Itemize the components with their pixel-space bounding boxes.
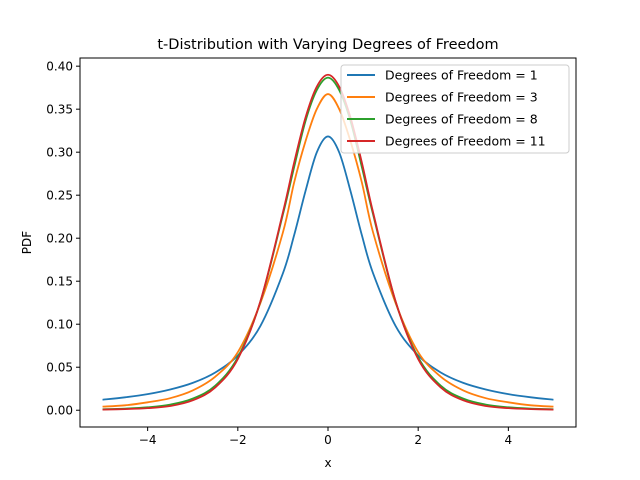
x-axis-label: x <box>324 456 331 470</box>
y-tick-label: 0.35 <box>46 102 73 116</box>
series-lines <box>102 73 554 411</box>
legend: Degrees of Freedom = 1 Degrees of Freedo… <box>340 64 570 154</box>
legend-label-df-3: Degrees of Freedom = 3 <box>385 90 538 105</box>
y-axis-ticks: 0.00 0.05 0.10 0.15 0.20 0.25 0.30 0.35 0.40 <box>46 59 80 418</box>
y-tick-label: 0.40 <box>46 59 73 73</box>
y-tick-label: 0.30 <box>46 145 73 159</box>
x-tick-label: −4 <box>139 433 157 447</box>
series-line-1 <box>102 93 554 408</box>
x-tick-label: −2 <box>229 433 247 447</box>
legend-label-df-1: Degrees of Freedom = 1 <box>385 68 538 83</box>
legend-box <box>340 64 570 154</box>
x-tick-label: 0 <box>324 433 332 447</box>
x-axis-ticks: −4 −2 0 2 4 <box>139 427 512 447</box>
y-tick-label: 0.10 <box>46 318 73 332</box>
legend-label-df-8: Degrees of Freedom = 8 <box>385 112 538 127</box>
x-tick-label: 2 <box>414 433 422 447</box>
y-tick-label: 0.15 <box>46 275 73 289</box>
series-line-2 <box>102 76 554 411</box>
y-tick-label: 0.20 <box>46 231 73 245</box>
y-tick-label: 0.25 <box>46 188 73 202</box>
y-tick-label: 0.00 <box>46 404 73 418</box>
legend-label-df-11: Degrees of Freedom = 11 <box>385 134 546 149</box>
y-tick-label: 0.05 <box>46 361 73 375</box>
series-line-3 <box>102 73 554 411</box>
y-axis-label: PDF <box>20 231 34 254</box>
chart-title: t-Distribution with Varying Degrees of F… <box>157 37 498 53</box>
x-tick-label: 4 <box>505 433 513 447</box>
series-line-0 <box>102 135 554 401</box>
